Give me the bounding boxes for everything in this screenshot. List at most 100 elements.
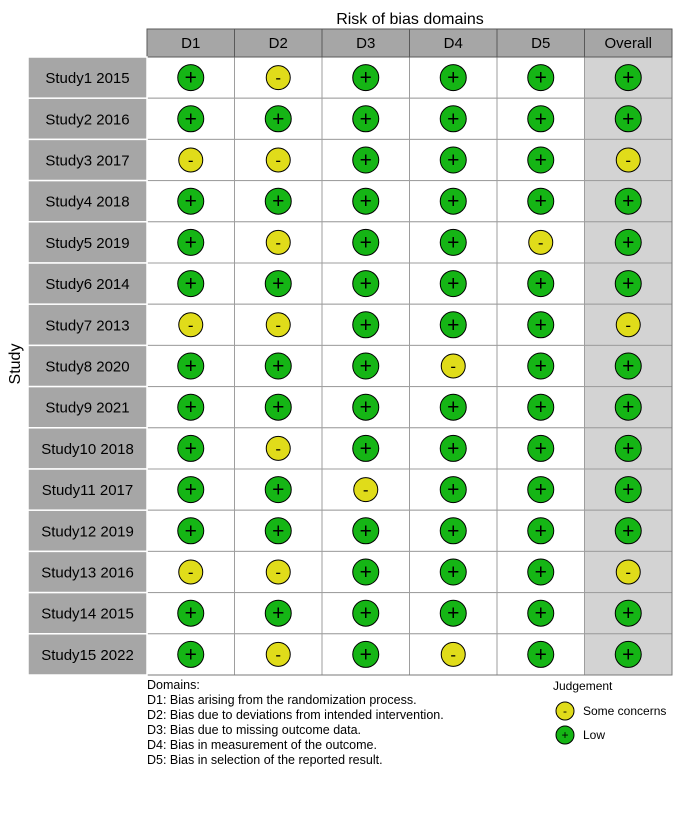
grid-cell <box>409 180 498 223</box>
judgement-marker-low <box>352 434 380 462</box>
judgement-marker-some-concerns <box>178 312 204 338</box>
judgement-symbol: + <box>185 602 197 625</box>
judgement-symbol: + <box>185 355 197 378</box>
judgement-symbol: - <box>625 563 631 582</box>
judgement-marker-low <box>527 105 555 133</box>
judgement-marker-low <box>352 640 380 668</box>
judgement-marker-low <box>352 558 380 586</box>
judgement-symbol: - <box>538 233 544 252</box>
grid <box>146 56 673 676</box>
judgement-marker-low <box>352 228 380 256</box>
judgement-symbol: - <box>188 316 194 335</box>
judgement-marker-some-concerns <box>178 147 204 173</box>
judgement-symbol: + <box>535 149 547 172</box>
judgement-marker-low <box>439 270 467 298</box>
judgement-marker-low <box>177 434 205 462</box>
judgement-marker-low <box>352 105 380 133</box>
judgement-symbol: + <box>360 355 372 378</box>
judgement-marker-low <box>439 187 467 215</box>
judgement-symbol: + <box>622 190 634 213</box>
judgement-symbol: + <box>535 479 547 502</box>
judgement-symbol: + <box>535 190 547 213</box>
domains-title: Domains: <box>147 678 200 692</box>
judgement-symbol: + <box>360 602 372 625</box>
judgement-marker-low <box>614 476 642 504</box>
judgement-marker-some-concerns <box>265 229 291 255</box>
column-header-cell <box>321 28 410 58</box>
judgement-marker-low <box>614 517 642 545</box>
judgement-symbol: + <box>447 396 459 419</box>
domain-header-row: D1 D2 D3 D4 D5 Overall <box>146 28 673 58</box>
judgement-symbol: + <box>447 561 459 584</box>
column-header-label: D1 <box>181 35 200 52</box>
y-axis-label: Study <box>7 344 24 385</box>
judgement-marker-some-concerns <box>440 641 466 667</box>
judgement-marker-low <box>614 434 642 462</box>
judgement-symbol: + <box>360 561 372 584</box>
judgement-marker-low <box>264 270 292 298</box>
judgement-symbol: + <box>360 273 372 296</box>
judgement-marker-low <box>352 599 380 627</box>
column-header-label: D2 <box>269 35 288 52</box>
legend-marker-symbol: + <box>561 728 568 742</box>
judgement-marker-low <box>264 105 292 133</box>
judgement-marker-low <box>614 64 642 92</box>
column-header-label: D3 <box>356 35 375 52</box>
judgement-marker-low <box>264 187 292 215</box>
legend-label: Some concerns <box>583 704 666 718</box>
judgement-symbol: + <box>447 273 459 296</box>
judgement-marker-low <box>614 599 642 627</box>
judgement-symbol: - <box>275 563 281 582</box>
judgement-symbol: + <box>272 273 284 296</box>
study-label-cell <box>27 385 148 429</box>
judgement-marker-some-concerns <box>265 559 291 585</box>
column-header-label: D5 <box>531 35 550 52</box>
study-label-cell <box>27 550 148 594</box>
judgement-symbol: + <box>447 520 459 543</box>
grid-cell <box>321 303 410 346</box>
judgement-marker-low <box>264 352 292 380</box>
judgement-marker-low <box>527 146 555 174</box>
judgement-marker-low <box>177 105 205 133</box>
domain-note: D4: Bias in measurement of the outcome. <box>147 738 377 752</box>
judgement-marker-low <box>264 517 292 545</box>
column-header-cell <box>409 28 498 58</box>
study-label: Study9 2021 <box>45 400 129 417</box>
judgement-symbol: - <box>363 481 369 500</box>
study-label-cell <box>27 56 148 99</box>
judgement-symbol: - <box>275 316 281 335</box>
judgement-marker-some-concerns <box>615 312 641 338</box>
judgement-marker-low <box>527 558 555 586</box>
judgement-marker-some-concerns <box>265 641 291 667</box>
legend-marker-some-concerns <box>555 701 575 721</box>
judgement-marker-some-concerns <box>265 435 291 461</box>
judgement-marker-low <box>177 640 205 668</box>
judgement-marker-low <box>264 599 292 627</box>
judgement-marker-low <box>177 228 205 256</box>
judgement-marker-low <box>527 393 555 421</box>
judgement-marker-low <box>352 311 380 339</box>
judgement-symbol: + <box>447 437 459 460</box>
grid-cell <box>234 138 323 182</box>
study-label-cell <box>27 303 148 347</box>
legend: Judgement - Some concerns + Low <box>553 679 666 745</box>
judgement-symbol: + <box>535 108 547 131</box>
judgement-marker-low <box>527 517 555 545</box>
study-label: Study12 2019 <box>41 523 134 540</box>
judgement-marker-low <box>527 434 555 462</box>
legend-marker-symbol: - <box>563 704 567 718</box>
legend-label: Low <box>583 728 605 742</box>
judgement-symbol: + <box>272 108 284 131</box>
judgement-marks: + - + + + + + + + + + + - - + + + - + + + + + + + - + + - + + + + + + + - - + +… <box>177 64 642 668</box>
judgement-marker-low <box>439 228 467 256</box>
study-label: Study10 2018 <box>41 441 134 458</box>
judgement-marker-low <box>177 599 205 627</box>
judgement-symbol: + <box>535 355 547 378</box>
domain-note: D1: Bias arising from the randomization … <box>147 693 417 707</box>
chart-title: Risk of bias domains <box>336 11 484 28</box>
judgement-symbol: + <box>272 602 284 625</box>
study-label: Study3 2017 <box>45 153 129 170</box>
judgement-symbol: + <box>622 479 634 502</box>
judgement-symbol: + <box>272 190 284 213</box>
